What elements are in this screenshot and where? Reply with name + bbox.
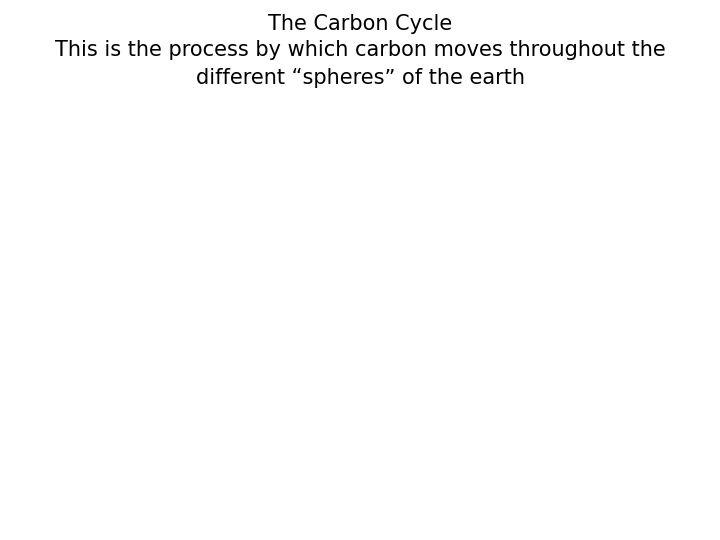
Text: This is the process by which carbon moves throughout the: This is the process by which carbon move… <box>55 40 665 60</box>
Text: different “spheresˮ of the earth: different “spheresˮ of the earth <box>196 68 524 87</box>
Text: The Carbon Cycle: The Carbon Cycle <box>268 14 452 33</box>
Bar <box>0 0 720 140</box>
